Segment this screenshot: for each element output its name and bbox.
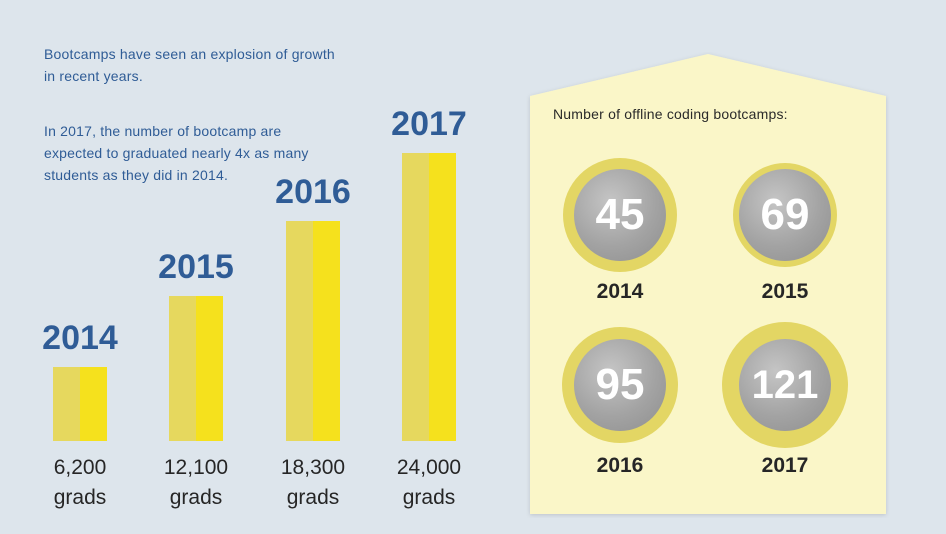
bar-value-label: 6,200 grads [25,453,135,513]
grads-unit: grads [53,486,107,509]
count-year-label: 2017 [761,454,809,477]
count-disc-2015: 69 [733,163,837,267]
bar-2015 [169,295,223,441]
count-year-label: 2016 [596,454,644,477]
grads-unit: grads [169,486,223,509]
grads-count: 24,000 [396,456,462,479]
intro-2017-text: In 2017, the number of bootcamp are expe… [44,123,309,183]
bar-year-label: 2015 [158,247,234,286]
bar-2014 [53,366,107,441]
count-value: 45 [574,169,666,261]
bar-value-label: 18,300 grads [258,453,368,513]
bar-2017 [402,153,456,441]
count-disc-2016: 95 [562,327,678,443]
count-disc-2017: 121 [722,322,848,448]
count-value: 95 [574,339,666,431]
count-value: 69 [739,169,831,261]
intro-growth-text: Bootcamps have seen an explosion of grow… [44,46,335,84]
bar-value-label: 12,100 grads [141,453,251,513]
count-disc-2014: 45 [563,158,677,272]
count-year-label: 2014 [596,280,644,303]
bar-value-label: 24,000 grads [374,453,484,513]
grads-count: 18,300 [280,456,346,479]
bar-2016 [286,221,340,441]
panel-title: Number of offline coding bootcamps: [553,106,788,122]
grads-unit: grads [286,486,340,509]
bar-year-label: 2014 [42,318,118,357]
bar-year-label: 2017 [391,105,467,143]
grads-count: 6,200 [53,456,107,479]
count-value: 121 [739,339,831,431]
bar-year-label: 2016 [275,173,351,212]
grads-count: 12,100 [163,456,229,479]
count-year-label: 2015 [761,280,809,303]
grads-unit: grads [402,486,456,509]
